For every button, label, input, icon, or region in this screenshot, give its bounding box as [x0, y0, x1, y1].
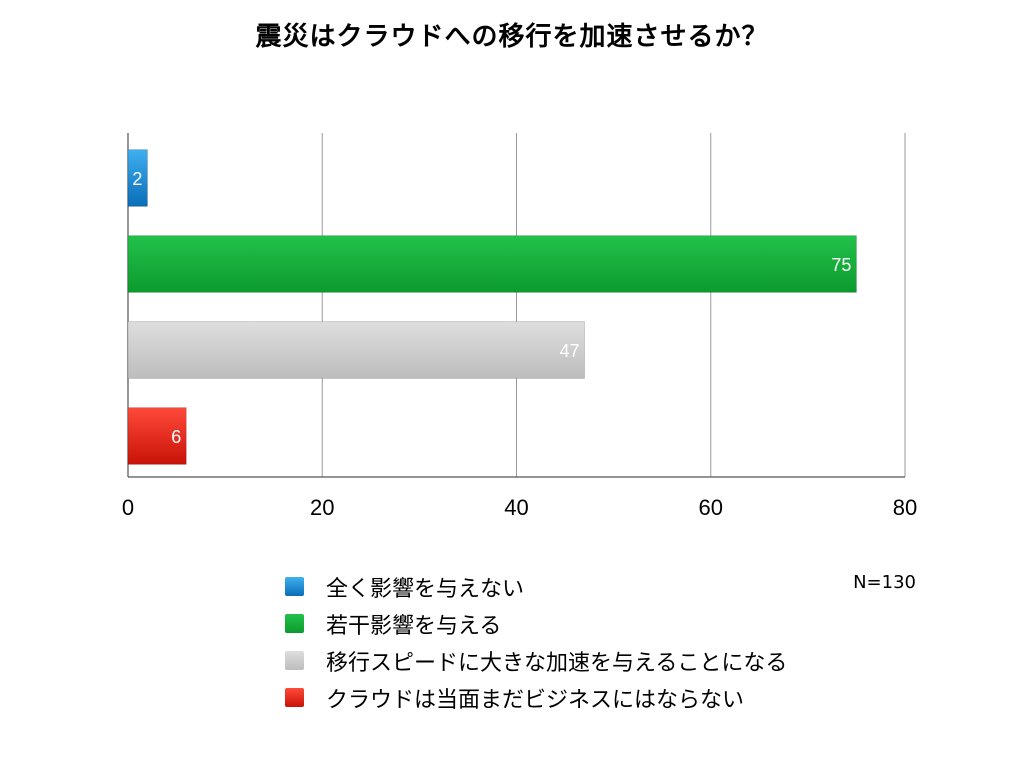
legend-item: クラウドは当面まだビジネスにはならない — [285, 679, 787, 716]
bar-3 — [127, 407, 187, 465]
bar-0 — [127, 149, 148, 207]
legend-label: 移行スピードに大きな加速を与えることになる — [326, 650, 788, 676]
legend-swatch-red — [285, 688, 304, 707]
sample-size-note: N=130 — [853, 572, 916, 593]
legend-item: 全く影響を与えない — [285, 568, 787, 605]
chart-title: 震災はクラウドへの移行を加速させるか？ — [255, 22, 769, 52]
legend-label: 若干影響を与える — [326, 613, 502, 639]
legend-swatch-gray — [285, 651, 304, 670]
bar-value-label: 47 — [559, 341, 579, 361]
legend-label: 全く影響を与えない — [326, 576, 525, 602]
x-tick-label: 40 — [504, 495, 528, 520]
bar-value-label: 2 — [132, 169, 142, 189]
x-tick-label: 0 — [122, 495, 134, 520]
legend: 全く影響を与えない 若干影響を与える 移行スピードに大きな加速を与えることになる… — [285, 568, 787, 716]
legend-label: クラウドは当面まだビジネスにはならない — [326, 687, 745, 713]
x-tick-label: 60 — [699, 495, 723, 520]
legend-swatch-blue — [285, 577, 304, 596]
bar-value-label: 6 — [171, 427, 181, 447]
x-tick-label: 80 — [893, 495, 917, 520]
bar-1 — [127, 235, 857, 293]
bar-2 — [127, 321, 585, 379]
legend-item: 移行スピードに大きな加速を与えることになる — [285, 642, 787, 679]
legend-item: 若干影響を与える — [285, 605, 787, 642]
legend-swatch-green — [285, 614, 304, 633]
x-tick-label: 20 — [310, 495, 334, 520]
bar-value-label: 75 — [831, 255, 851, 275]
